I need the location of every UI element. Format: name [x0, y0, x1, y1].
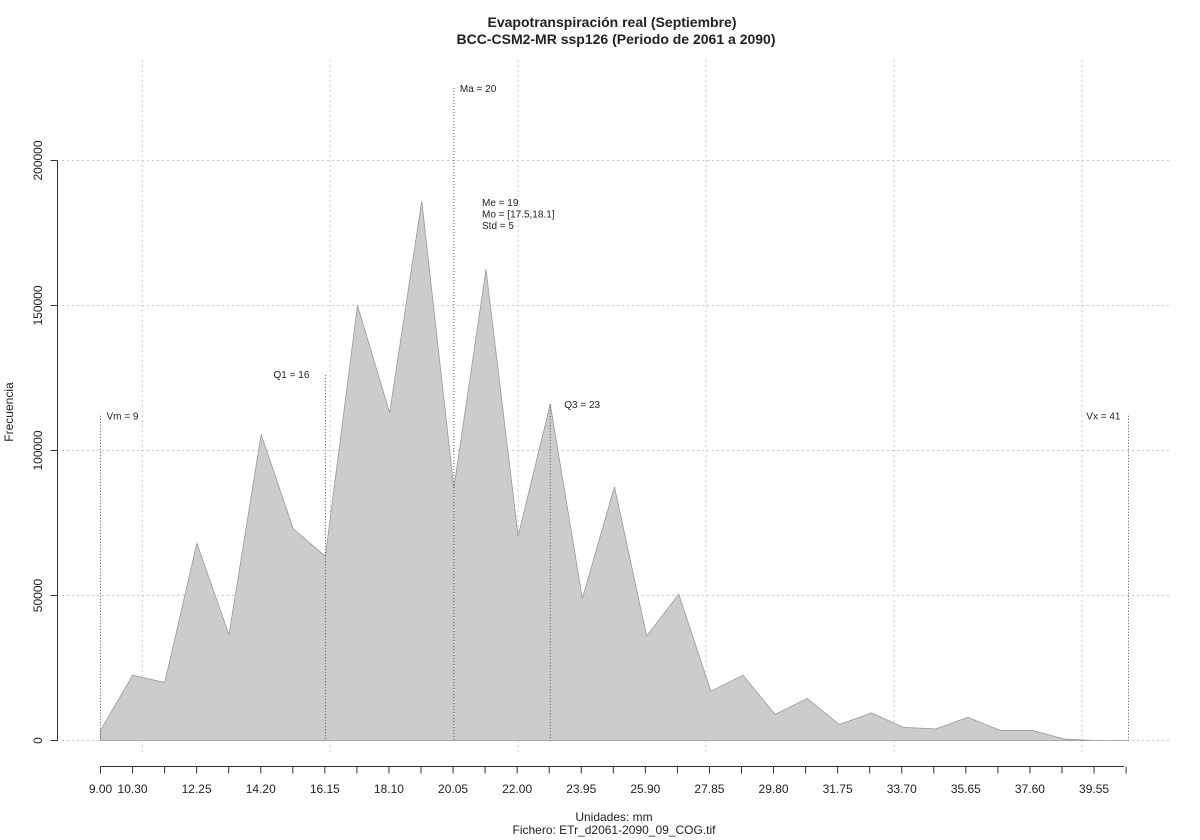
x-tick-label-11: 29.80	[759, 782, 789, 796]
y-axis-label: Frecuencia	[2, 382, 16, 442]
x-tick-label-15: 37.60	[1015, 782, 1045, 796]
x-tick-label-12: 31.75	[823, 782, 853, 796]
x-axis: 9.00 10.30 12.25 14.20 16.15 18.10 20.05 22.00 2…	[89, 766, 1127, 796]
frequency-area	[100, 201, 1129, 741]
x-tick-label-6: 20.05	[438, 782, 468, 796]
stat-line-0: Me = 19	[482, 198, 519, 209]
x-axis-label: Unidades: mm	[575, 810, 652, 824]
stat-line-2: Std = 5	[482, 221, 514, 232]
x-tick-label-7: 22.00	[502, 782, 532, 796]
marker-label-0: Vm = 9	[107, 412, 139, 423]
stat-line-1: Mo = [17.5,18.1]	[482, 210, 555, 221]
y-tick-label-3: 150000	[31, 285, 45, 325]
x-tick-label-3: 14.20	[246, 782, 276, 796]
x-tick-label-10: 27.85	[694, 782, 724, 796]
y-tick-label-1: 50000	[31, 578, 45, 612]
y-tick-label-2: 100000	[31, 430, 45, 470]
x-tick-label-5: 18.10	[374, 782, 404, 796]
grid-lines	[62, 60, 1170, 752]
y-axis: 0 50000 100000 150000 200000	[31, 140, 58, 744]
x-tick-label-4: 16.15	[310, 782, 340, 796]
x-tick-label-14: 35.65	[951, 782, 981, 796]
statistic-markers: Vm = 9 Q1 = 16 Ma = 20 Q3 = 23 Vx = 41	[100, 84, 1129, 741]
x-tick-label-16: 39.55	[1079, 782, 1109, 796]
area-series	[100, 201, 1129, 741]
marker-label-2: Ma = 20	[460, 84, 497, 95]
y-tick-label-4: 200000	[31, 140, 45, 180]
x-tick-label-2: 12.25	[182, 782, 212, 796]
file-caption: Fichero: ETr_d2061-2090_09_COG.tif	[513, 823, 717, 837]
x-tick-label-0: 9.00	[89, 782, 113, 796]
x-tick-label-9: 25.90	[630, 782, 660, 796]
y-tick-label-0: 0	[31, 737, 45, 744]
x-tick-label-13: 33.70	[887, 782, 917, 796]
marker-label-3: Q3 = 23	[564, 400, 600, 411]
marker-label-1: Q1 = 16	[274, 370, 310, 381]
chart-subtitle: BCC-CSM2-MR ssp126 (Periodo de 2061 a 20…	[457, 31, 776, 47]
marker-label-4: Vx = 41	[1086, 412, 1121, 423]
x-tick-label-8: 23.95	[566, 782, 596, 796]
chart-title: Evapotranspiración real (Septiembre)	[488, 14, 737, 30]
x-tick-label-1: 10.30	[118, 782, 148, 796]
